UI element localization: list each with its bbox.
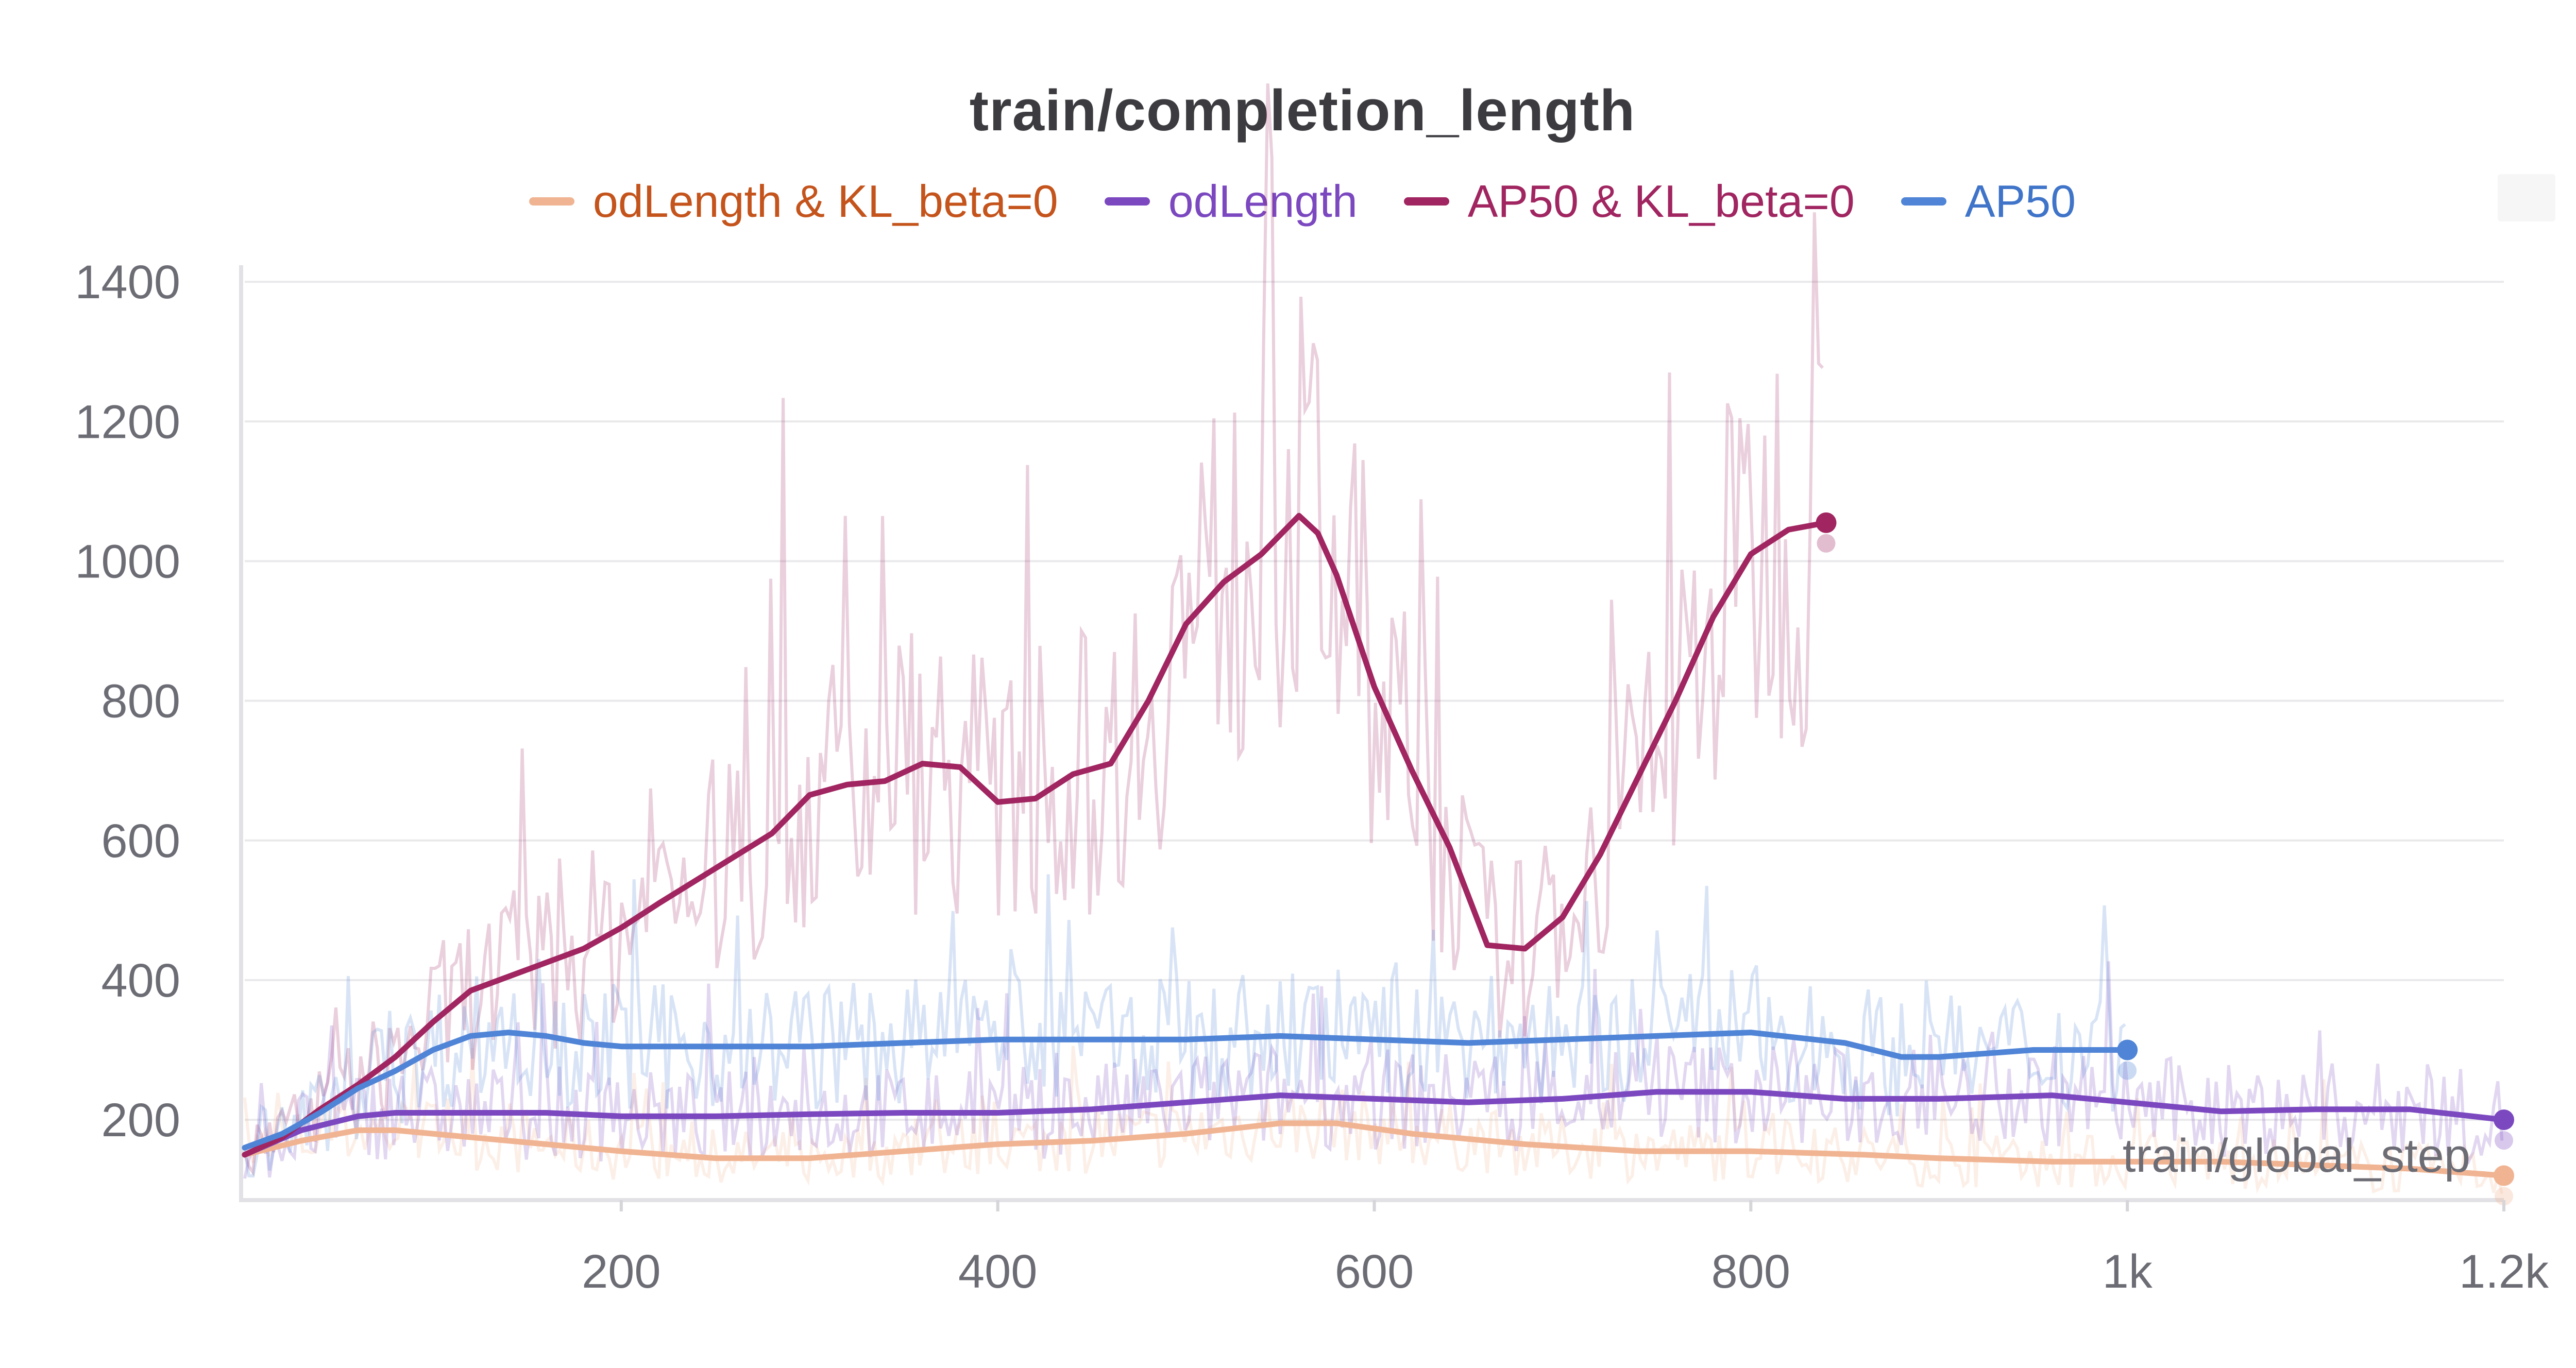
x-tick-label-5: 1.2k [2459, 1245, 2549, 1298]
smoothed-series [242, 512, 2514, 1206]
series-end-point-3[interactable] [2117, 1039, 2138, 1061]
y-tick-label-4: 1000 [75, 535, 180, 588]
legend-item-3[interactable]: AP50 [1901, 175, 2076, 228]
x-tick-label-4: 1k [2103, 1245, 2153, 1298]
series-line-1[interactable] [242, 1089, 2507, 1158]
x-tick-label-2: 600 [1335, 1245, 1414, 1298]
legend-item-0[interactable]: odLength & KL_beta=0 [529, 175, 1058, 228]
x-axis-title: train/global_step [2123, 1130, 2470, 1182]
legend-label-0: odLength & KL_beta=0 [592, 176, 1058, 227]
legend-label-2: AP50 & KL_beta=0 [1467, 176, 1855, 227]
y-tick-label-5: 1200 [75, 396, 180, 448]
legend-swatch-3 [1901, 197, 1946, 206]
y-tick-label-3: 800 [101, 675, 181, 728]
legend-swatch-2 [1403, 197, 1449, 206]
raw-series-traces [243, 83, 2504, 1194]
legend-swatch-1 [1104, 197, 1150, 206]
series-end-point-1[interactable] [2494, 1109, 2514, 1131]
legend: odLength & KL_beta=0 odLength AP50 & KL_… [0, 175, 2576, 228]
legend-swatch-0 [529, 197, 574, 206]
legend-item-1[interactable]: odLength [1104, 175, 1358, 228]
y-tick-label-6: 1400 [75, 256, 180, 309]
series-end-ghost-1 [2495, 1131, 2513, 1150]
chart-title: train/completion_length [969, 78, 1636, 143]
series-raw-3 [243, 874, 2126, 1178]
series-end-point-0[interactable] [2494, 1165, 2514, 1186]
series-line-3[interactable] [242, 1030, 2130, 1151]
series-line-2[interactable] [242, 512, 1829, 1158]
series-end-ghost-0 [2495, 1187, 2513, 1206]
y-tick-label-1: 400 [101, 954, 181, 1007]
series-end-ghost-2 [1817, 534, 1836, 553]
series-end-ghost-3 [2118, 1061, 2137, 1080]
legend-label-1: odLength [1168, 176, 1358, 227]
y-tick-label-2: 600 [101, 815, 181, 867]
tick-labels: 200 400 600 800 1000 1200 1400 200 400 600 800 1k 1.… [75, 256, 2549, 1298]
x-tick-label-3: 800 [1711, 1245, 1791, 1298]
x-tick-label-0: 200 [582, 1245, 661, 1298]
series-raw-1 [243, 961, 2504, 1179]
series-end-point-2[interactable] [1816, 512, 1837, 533]
series-raw-0 [243, 1046, 2504, 1194]
legend-label-3: AP50 [1964, 176, 2076, 227]
chart-menu-box[interactable] [2498, 174, 2555, 221]
series-line-0[interactable] [242, 1120, 2507, 1178]
legend-item-2[interactable]: AP50 & KL_beta=0 [1403, 175, 1855, 228]
grid-lines [245, 281, 2504, 1121]
series-raw-2 [243, 83, 1824, 1177]
y-tick-label-0: 200 [101, 1094, 181, 1147]
x-tick-label-1: 400 [958, 1245, 1038, 1298]
